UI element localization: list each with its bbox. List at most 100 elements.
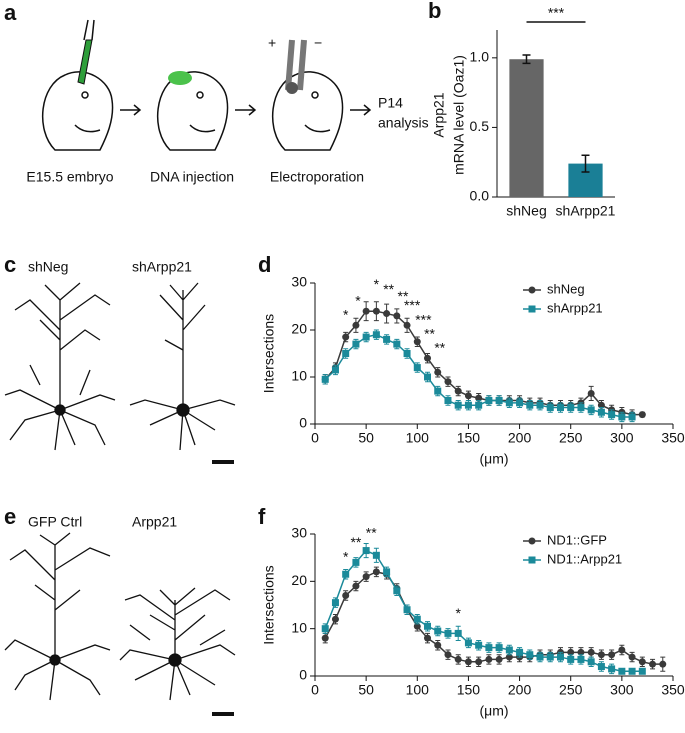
series-line [324, 310, 643, 416]
marker [383, 568, 391, 576]
marker [577, 655, 585, 663]
marker [434, 387, 442, 395]
significance-label: ** [383, 281, 394, 297]
marker [628, 653, 636, 661]
marker [393, 312, 401, 320]
x-tick-label: shNeg [506, 203, 546, 219]
marker [618, 646, 626, 654]
y-axis-label: Arpp21 [431, 92, 447, 137]
marker [628, 667, 636, 675]
significance-label: *** [548, 5, 565, 21]
marker [372, 551, 380, 559]
panel-letter: a [4, 0, 17, 25]
marker [362, 307, 370, 315]
y-tick-label: 20 [291, 321, 307, 337]
legend-entry: shNeg [523, 281, 585, 296]
marker [454, 387, 462, 395]
y-axis-label: mRNA level (Oaz1) [451, 55, 467, 175]
x-tick-label: 200 [508, 430, 532, 446]
marker [659, 660, 667, 668]
marker [352, 558, 360, 566]
legend-marker [528, 305, 536, 313]
significance-label: * [343, 307, 349, 323]
neuron-label: Arpp21 [132, 514, 177, 530]
marker [587, 389, 595, 397]
marker [567, 648, 575, 656]
marker [649, 660, 657, 668]
marker [485, 644, 493, 652]
y-tick-label: 30 [291, 525, 307, 541]
error-bar [581, 154, 590, 173]
marker [413, 338, 421, 346]
y-axis-label: Intersections [261, 314, 277, 393]
marker [628, 413, 636, 421]
neuron-label: GFP Ctrl [28, 514, 82, 530]
marker [546, 404, 554, 412]
y-tick-label: 0.0 [470, 188, 490, 204]
marker [546, 653, 554, 661]
x-axis-label: (μm) [479, 703, 508, 719]
series-line [324, 571, 663, 665]
marker [567, 655, 575, 663]
x-tick-label: 100 [406, 682, 430, 698]
legend-entry: ND1::GFP [523, 532, 607, 547]
marker [352, 321, 360, 329]
y-axis-label: Intersections [261, 565, 277, 644]
x-tick-label: 50 [358, 682, 374, 698]
y-tick-label: 0.5 [470, 118, 490, 134]
marker [372, 568, 380, 576]
y-tick-label: 30 [291, 274, 307, 290]
marker [413, 364, 421, 372]
marker [485, 397, 493, 404]
electrode-sign: + [268, 35, 276, 51]
marker [454, 655, 462, 663]
x-tick-label: 200 [508, 682, 532, 698]
marker [475, 394, 483, 402]
marker [434, 627, 442, 635]
panel-letter: f [258, 504, 266, 529]
marker [403, 606, 411, 614]
x-tick-label: shArpp21 [556, 203, 616, 219]
legend-entry: shArpp21 [523, 300, 603, 315]
marker [424, 622, 432, 630]
error-bar [522, 54, 531, 65]
marker [434, 641, 442, 649]
marker [638, 667, 646, 675]
marker [587, 406, 595, 414]
marker [454, 629, 462, 637]
marker [495, 644, 503, 652]
significance-label: *** [404, 297, 421, 313]
significance-label: ** [424, 325, 435, 341]
marker [383, 310, 391, 318]
panel-letter: b [428, 0, 441, 23]
marker [464, 658, 472, 666]
marker [424, 634, 432, 642]
marker [342, 570, 350, 578]
marker [475, 401, 483, 409]
marker [618, 413, 626, 421]
neurons: shNeg shArpp21 GFP Ctrl Arpp21 [4, 259, 236, 716]
marker [331, 366, 339, 374]
significance-label: ** [398, 288, 409, 304]
marker [362, 333, 370, 341]
marker [597, 401, 605, 409]
electrode-sign: − [314, 35, 322, 51]
marker [608, 651, 616, 659]
marker [464, 639, 472, 647]
marker [321, 375, 329, 383]
marker [321, 634, 329, 642]
marker [556, 404, 564, 412]
marker [505, 399, 513, 407]
marker [434, 368, 442, 376]
marker [403, 350, 411, 357]
marker [526, 651, 534, 659]
marker [556, 653, 564, 661]
marker [536, 401, 544, 409]
x-tick-label: 300 [610, 682, 634, 698]
marker [464, 392, 472, 400]
marker [342, 592, 350, 600]
marker [495, 397, 503, 404]
marker [505, 653, 513, 661]
marker [393, 340, 401, 348]
marker [597, 651, 605, 659]
